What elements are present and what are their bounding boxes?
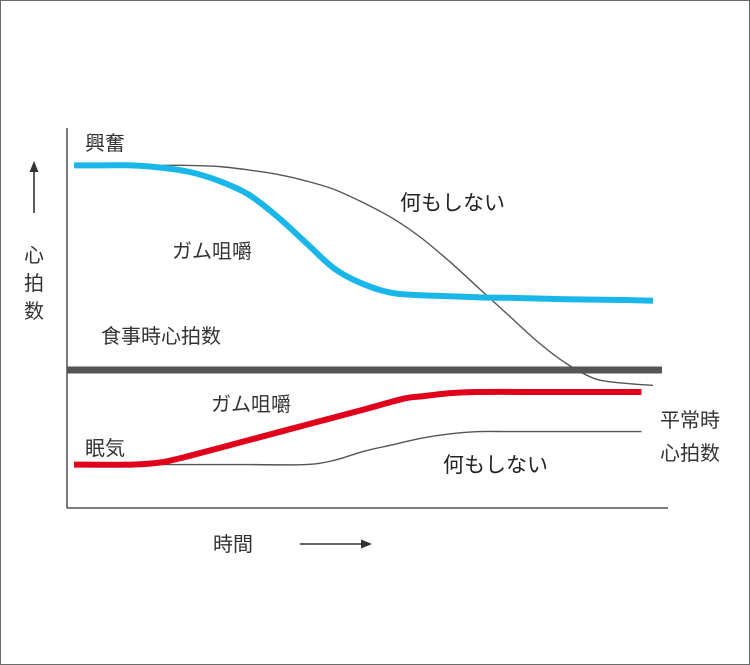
x-axis-arrow-head [361, 539, 372, 549]
series-line-gum-low [73, 388, 642, 468]
axes [66, 128, 668, 509]
y-axis-label-char: 数 [24, 299, 44, 323]
y-axis-label-char: 心 [24, 243, 44, 267]
series-layer [73, 162, 654, 468]
series-line-none-high [74, 164, 654, 387]
y-axis-arrow-head [29, 161, 39, 172]
y-axis-label: 心 拍 数 [24, 161, 44, 323]
state-label-high: 興奮 [85, 131, 125, 155]
reference-line-label: 食事時心拍数 [101, 324, 221, 348]
end-label-line1: 平常時 [660, 408, 720, 432]
end-label-line2: 心拍数 [660, 441, 720, 465]
x-axis-label: 時間 [213, 532, 372, 556]
y-axis-label-char: 拍 [24, 271, 44, 295]
series-label-gum-low: ガム咀嚼 [211, 392, 291, 416]
state-label-low: 眠気 [85, 436, 125, 460]
series-label-gum-high: ガム咀嚼 [172, 239, 252, 263]
x-axis-label-text: 時間 [213, 532, 253, 556]
series-label-none-low: 何もしない [443, 453, 548, 477]
series-label-none-high: 何もしない [400, 191, 505, 215]
series-line-none-low [73, 430, 642, 466]
series-line-gum-high [74, 162, 654, 304]
